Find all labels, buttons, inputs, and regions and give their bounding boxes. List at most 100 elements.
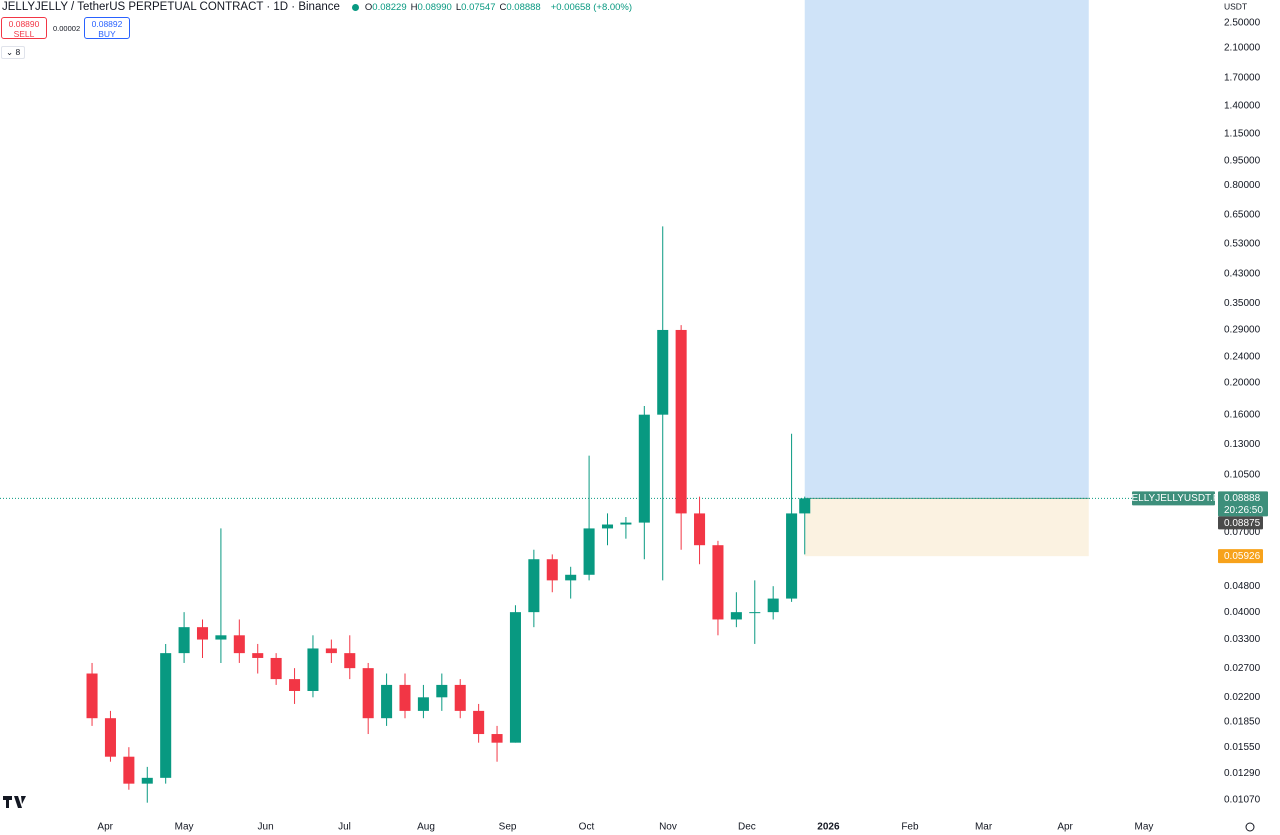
y-tick-label: 0.01070 <box>1224 795 1261 806</box>
status-dot <box>351 3 359 11</box>
candle-body <box>436 684 448 698</box>
y-tick-label: 0.53000 <box>1224 239 1261 250</box>
candle-body <box>454 684 466 711</box>
candle-body <box>233 635 245 654</box>
last-price-bg <box>1218 491 1268 517</box>
candle-body <box>565 574 577 581</box>
y-tick-label: 0.01550 <box>1224 742 1261 753</box>
y-tick-label: 0.07000 <box>1224 527 1261 538</box>
candle-body <box>638 414 650 523</box>
candle-body <box>289 679 301 691</box>
candle-body <box>491 734 503 743</box>
stop-zone <box>804 498 1089 557</box>
spread: 0.00002 <box>53 24 81 33</box>
buy-button[interactable]: 0.08892 BUY <box>84 17 130 39</box>
x-tick-label: Sep <box>499 822 517 833</box>
last-price-label: 0.08888 <box>1224 493 1261 504</box>
y-tick-label: 0.43000 <box>1224 268 1261 279</box>
ohlc-value: 0.08888 <box>506 1 541 13</box>
x-tick-label: May <box>1135 822 1154 833</box>
candle-body <box>141 777 153 784</box>
y-tick-label: 0.03300 <box>1224 634 1261 645</box>
y-tick-label: 0.01290 <box>1224 768 1261 779</box>
x-tick-label: Oct <box>579 822 595 833</box>
candle-body <box>160 653 172 778</box>
candle-body <box>675 329 687 514</box>
indicators-toggle[interactable]: ⌄ 8 <box>1 46 26 59</box>
y-tick-label: 0.10500 <box>1224 469 1261 480</box>
x-tick-label: Apr <box>97 822 113 833</box>
candle-body <box>694 513 706 546</box>
candle-body <box>123 756 135 784</box>
symbol-title[interactable]: JELLYJELLY / TetherUS PERPETUAL CONTRACT… <box>2 1 340 13</box>
x-tick-label: Nov <box>659 822 677 833</box>
candle-body <box>546 559 558 581</box>
candle-body <box>601 524 614 529</box>
x-tick-label: 2026 <box>817 822 840 833</box>
y-tick-label: 0.29000 <box>1224 325 1261 336</box>
stop-label-bg <box>1218 549 1263 564</box>
y-tick-label: 0.13000 <box>1224 439 1261 450</box>
candle-body <box>104 718 116 757</box>
countdown: 20:26:50 <box>1224 505 1263 516</box>
candle-body <box>417 697 429 711</box>
candle-body <box>178 627 190 654</box>
candle-body <box>252 653 264 658</box>
ohlc-key: C <box>499 1 507 13</box>
y-tick-label: 0.80000 <box>1224 180 1261 191</box>
y-tick-label: 0.04800 <box>1224 581 1261 592</box>
candle-body <box>381 684 393 719</box>
logo <box>3 796 26 808</box>
candle-body <box>325 648 337 654</box>
candle-body <box>712 545 724 620</box>
x-tick-label: Jul <box>338 822 351 833</box>
candle-body <box>86 673 98 719</box>
ohlc-key: H <box>410 1 418 13</box>
mark-price-label: 0.08875 <box>1224 518 1261 529</box>
target-zone <box>804 0 1089 499</box>
ohlc-value: 0.08229 <box>372 1 407 13</box>
y-tick-label: 0.35000 <box>1224 298 1261 309</box>
candle-body <box>799 498 811 514</box>
y-tick-label: 0.24000 <box>1224 352 1261 363</box>
candle-body <box>509 612 521 743</box>
y-tick-label: 1.70000 <box>1224 73 1261 84</box>
y-tick-label: 1.40000 <box>1224 100 1261 111</box>
ohlc-values: O0.08229 H0.08990 L0.07547 C0.08888 <box>365 2 545 13</box>
y-tick-label: 0.02200 <box>1224 692 1261 703</box>
x-tick-label: Jun <box>258 822 274 833</box>
candle-body <box>767 598 779 613</box>
candle-body <box>730 612 742 620</box>
y-tick-label: 0.95000 <box>1224 156 1261 167</box>
candle-body <box>583 528 595 575</box>
indicator-count: 8 <box>15 47 21 57</box>
candle-body <box>473 710 485 735</box>
sell-price: 0.08890 <box>8 19 40 29</box>
buy-price: 0.08892 <box>91 19 123 29</box>
logo-shape <box>3 796 26 808</box>
x-tick-label: Apr <box>1057 822 1073 833</box>
ohlc-key: O <box>364 1 373 13</box>
x-tick-label: Dec <box>738 822 756 833</box>
y-tick-label: 0.01850 <box>1224 717 1261 728</box>
axis-currency: USDT <box>1224 1 1247 11</box>
candle-body <box>620 522 632 525</box>
candle-body <box>196 627 209 640</box>
sell-button[interactable]: 0.08890 SELL <box>1 17 47 39</box>
legend-row: JELLYJELLY / TetherUS PERPETUAL CONTRACT… <box>2 1 632 13</box>
ohlc-key: L <box>455 1 462 13</box>
symbol-label: JELLYJELLYUSDT.P <box>1126 493 1219 504</box>
buy-label: BUY <box>98 29 116 39</box>
sell-label: SELL <box>13 29 35 39</box>
stop-label: 0.05926 <box>1224 551 1261 562</box>
candle-body <box>657 329 669 415</box>
candle-body <box>215 635 227 640</box>
candle-body <box>307 648 319 691</box>
x-tick-label: May <box>175 822 194 833</box>
change: +0.00658 (+8.00%) <box>550 1 633 13</box>
candle-body <box>528 559 540 613</box>
y-tick-label: 0.65000 <box>1224 210 1261 221</box>
y-tick-label: 0.20000 <box>1224 378 1261 389</box>
